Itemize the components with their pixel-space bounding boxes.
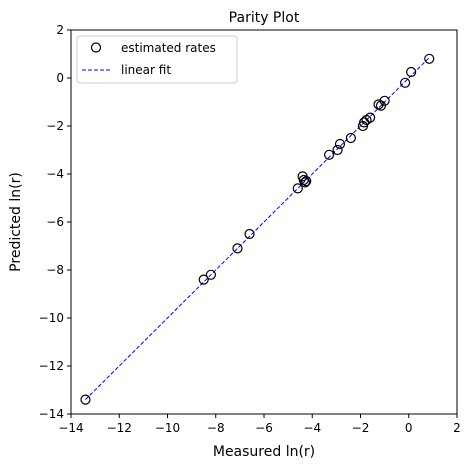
scatter-point <box>400 77 411 88</box>
scatter-point <box>244 228 255 240</box>
x-tick-label: 0 <box>405 421 413 435</box>
y-axis-title: Predicted ln(r) <box>8 172 24 272</box>
scatter-point <box>379 95 390 106</box>
y-axis: −14 −12 −10 −8 −6 −4 −2 0 2 <box>39 23 71 421</box>
legend-label-linear-fit: linear fit <box>121 63 171 77</box>
scatter-point <box>292 183 303 194</box>
scatter-point <box>345 132 356 144</box>
y-tick-label: −2 <box>46 119 64 133</box>
legend-marker-estimated-rates <box>90 42 102 53</box>
x-tick-label: 2 <box>453 421 461 435</box>
x-tick-label: −14 <box>58 421 83 435</box>
scatter-point <box>424 53 435 64</box>
scatter-point <box>406 66 417 78</box>
x-tick-label: −6 <box>255 421 273 435</box>
x-tick-label: −8 <box>207 421 225 435</box>
x-tick-label: −4 <box>303 421 321 435</box>
scatter-point <box>332 144 343 156</box>
scatter-point <box>80 394 91 405</box>
scatter-point <box>324 149 335 160</box>
y-tick-label: −12 <box>39 359 64 373</box>
y-tick-label: −10 <box>39 311 64 325</box>
marks <box>80 53 435 405</box>
legend: estimated rates linear fit <box>76 35 238 84</box>
scatter-point <box>301 176 312 187</box>
scatter-point <box>232 243 243 254</box>
linear-fit-line <box>85 57 430 400</box>
scatter-point <box>299 177 311 188</box>
scatter-point <box>298 174 309 186</box>
x-tick-label: −2 <box>352 421 370 435</box>
x-axis-title: Measured ln(r) <box>213 444 315 460</box>
scatter-point <box>205 269 217 280</box>
scatter-point <box>373 99 384 110</box>
y-tick-label: 0 <box>56 71 64 85</box>
scatter-point <box>365 112 376 123</box>
x-tick-label: −10 <box>155 421 180 435</box>
y-tick-label: 2 <box>56 23 64 37</box>
x-tick-label: −12 <box>107 421 132 435</box>
x-axis: −14 −12 −10 −8 −6 −4 −2 0 2 <box>58 414 461 435</box>
y-tick-label: −8 <box>46 263 64 277</box>
legend-label-estimated-rates: estimated rates <box>121 41 216 55</box>
scatter-point <box>198 274 209 285</box>
y-tick-label: −14 <box>39 407 64 421</box>
y-tick-label: −4 <box>46 167 64 181</box>
y-tick-label: −6 <box>46 215 64 229</box>
legend-box <box>76 35 238 84</box>
scatter-point <box>334 138 346 150</box>
chart-title: Parity Plot <box>229 10 300 26</box>
